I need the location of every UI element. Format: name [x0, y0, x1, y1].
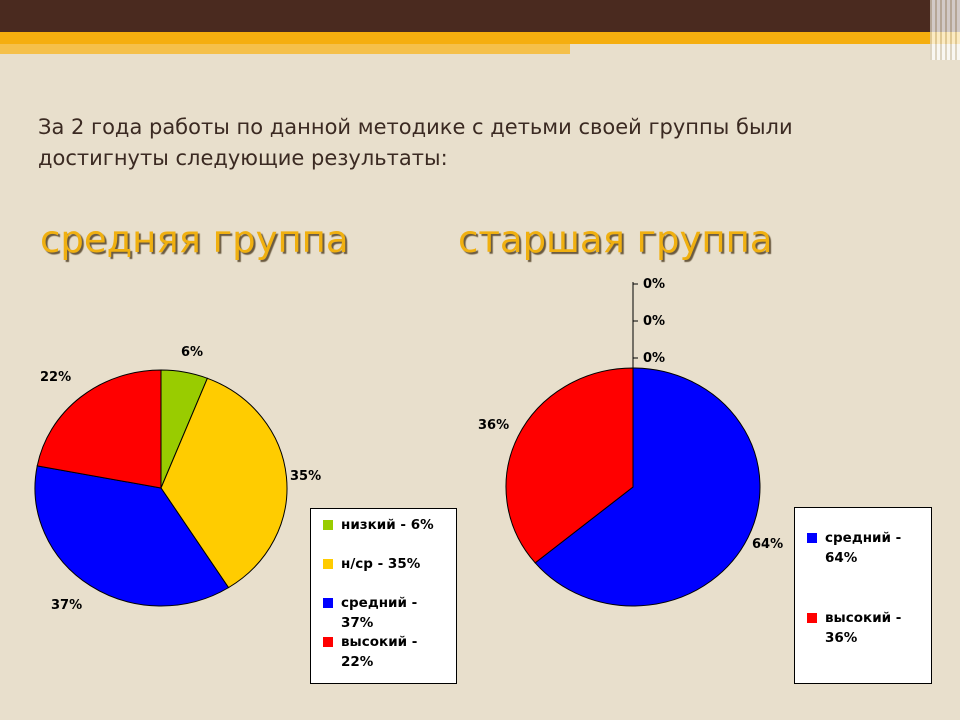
legend-item-average: средний - 64% [803, 528, 923, 608]
legend-item-below-average: н/ср - 35% [319, 554, 448, 593]
legend-swatch-blue [807, 533, 817, 543]
slice-label-1: 36% [478, 418, 509, 433]
legend-item-high: высокий - 22% [319, 632, 448, 671]
chart-title-middle-group: средняя группа [40, 218, 349, 261]
decorative-lines [930, 0, 960, 60]
zero-label-1: 0% [643, 277, 665, 292]
pie-chart-senior-group: 0% 0% 0% 64% 36% [478, 277, 783, 607]
legend-senior-group: средний - 64% высокий - 36% [794, 507, 932, 684]
top-bar [0, 0, 960, 32]
accent-stripe [0, 32, 960, 44]
slice-label-0: 64% [752, 537, 783, 552]
slice-label-0: 6% [181, 345, 203, 360]
legend-item-low: низкий - 6% [319, 515, 448, 554]
slice-label-1: 35% [290, 469, 321, 484]
legend-label: средний - 37% [341, 595, 418, 631]
slice-label-3: 22% [40, 370, 71, 385]
chart-title-senior-group: старшая группа [458, 218, 773, 261]
zero-label-3: 0% [643, 351, 665, 366]
intro-text: За 2 года работы по данной методике с де… [38, 115, 793, 170]
legend-swatch-yellow [323, 559, 333, 569]
legend-label: низкий - 6% [341, 517, 434, 533]
legend-label: средний - 64% [825, 530, 902, 566]
pie-chart-middle-group: 6% 35% 37% 22% [34, 345, 321, 613]
legend-label: н/ср - 35% [341, 556, 421, 572]
slice-label-2: 37% [51, 598, 82, 613]
pie-slice-3 [36, 369, 162, 489]
legend-item-average: средний - 37% [319, 593, 448, 632]
pie-slice-1 [505, 367, 634, 564]
legend-swatch-green [323, 520, 333, 530]
pie-slice-2 [34, 465, 230, 607]
zero-label-2: 0% [643, 314, 665, 329]
legend-item-high: высокий - 36% [803, 608, 923, 688]
legend-swatch-red [323, 637, 333, 647]
pie-slice-1 [160, 377, 288, 589]
legend-swatch-blue [323, 598, 333, 608]
pie-slice-0 [534, 367, 761, 607]
legend-middle-group: низкий - 6% н/ср - 35% средний - 37% выс… [310, 508, 457, 684]
legend-label: высокий - 36% [825, 610, 902, 646]
legend-swatch-red [807, 613, 817, 623]
legend-label: высокий - 22% [341, 634, 418, 670]
accent-stripe-secondary [0, 44, 570, 54]
